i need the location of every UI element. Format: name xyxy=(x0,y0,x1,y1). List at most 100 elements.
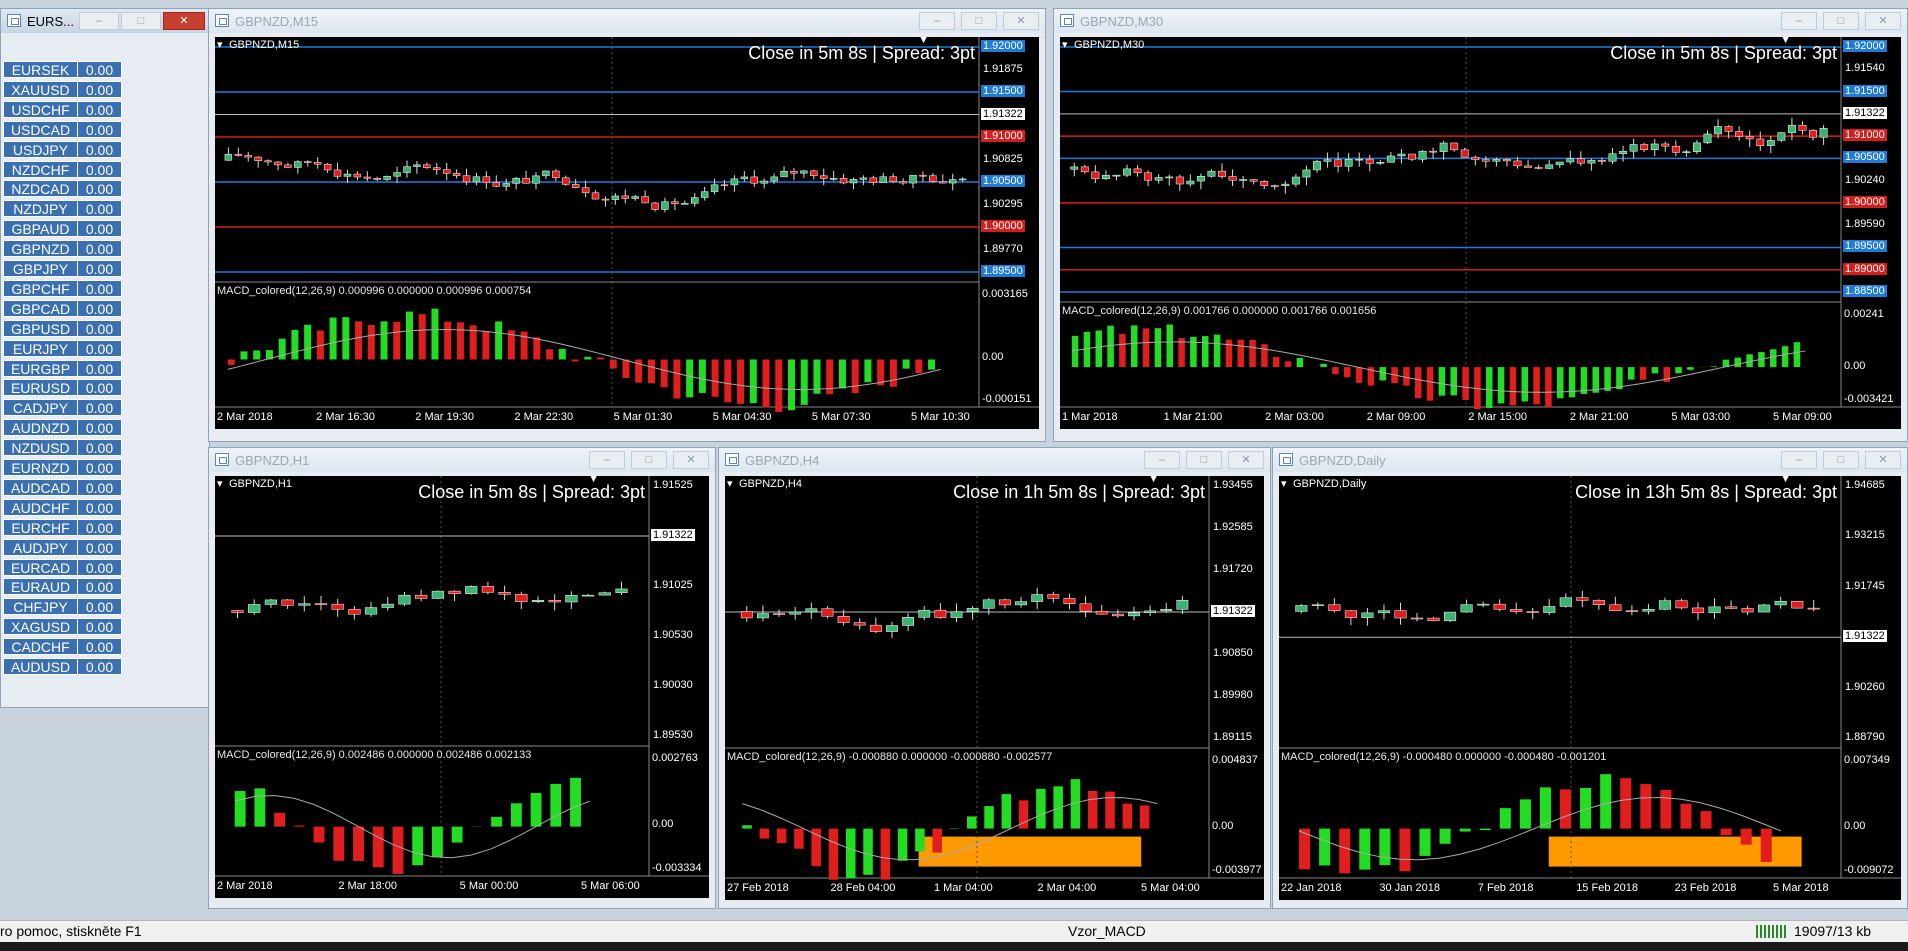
close-button[interactable]: ✕ xyxy=(1228,451,1264,469)
symbol-row[interactable]: AUDUSD 0.00 xyxy=(3,658,122,675)
chart-menu-icon[interactable]: ▾ xyxy=(1062,39,1068,51)
minimize-button[interactable]: – xyxy=(1144,451,1180,469)
candle xyxy=(1175,176,1184,185)
shift-marker-icon[interactable]: ▼ xyxy=(1148,476,1159,485)
maximize-button[interactable]: □ xyxy=(1823,12,1859,30)
macd-bar xyxy=(495,321,503,360)
candle xyxy=(1640,144,1649,151)
symbol-row[interactable]: NZDJPY 0.00 xyxy=(3,200,122,218)
shift-marker-icon[interactable]: ▼ xyxy=(1780,476,1791,485)
chart-titlebar[interactable]: GBPNZD,M30 – □ ✕ xyxy=(1054,9,1907,33)
symbols-window[interactable]: EURS... – □ ✕ EURSEK 0.00 XAUUSD 0.00 USDCHF… xyxy=(0,8,210,708)
symbol-row[interactable]: CADCHF 0.00 xyxy=(3,638,122,656)
macd-bar xyxy=(967,816,977,829)
maximize-button[interactable]: □ xyxy=(1186,451,1222,469)
chart-titlebar[interactable]: GBPNZD,H4 – □ ✕ xyxy=(719,448,1270,472)
symbol-row[interactable]: AUDCHF 0.00 xyxy=(3,498,122,516)
chart-area[interactable]: 1.92000 1.91540 1.91500 1.91322 1.91000 1.905… xyxy=(1060,37,1901,429)
symbol-row[interactable]: USDJPY 0.00 xyxy=(3,140,122,158)
symbol-row[interactable]: USDCHF 0.00 xyxy=(3,100,122,118)
candle xyxy=(1128,612,1140,617)
symbol-row[interactable]: GBPJPY 0.00 xyxy=(3,260,122,277)
symbol-row[interactable]: CADJPY 0.00 xyxy=(3,399,122,417)
chart-titlebar[interactable]: GBPNZD,H1 – □ ✕ xyxy=(209,448,715,472)
symbol-row[interactable]: EURNZD 0.00 xyxy=(3,459,122,476)
symbols-window-titlebar[interactable]: EURS... – □ ✕ xyxy=(1,9,209,33)
chart-window-m30[interactable]: GBPNZD,M30 – □ ✕ 1.92000 1.91540 1.91500 1.9132… xyxy=(1053,8,1908,442)
symbol-row[interactable]: EURCHF 0.00 xyxy=(3,518,122,536)
symbol-row[interactable]: XAGUSD 0.00 xyxy=(3,618,122,636)
chart-titlebar[interactable]: GBPNZD,Daily – □ ✕ xyxy=(1273,448,1907,472)
maximize-button[interactable]: □ xyxy=(121,12,161,30)
symbol-row[interactable]: GBPCHF 0.00 xyxy=(3,279,122,297)
status-help-text: ro pomoc, stiskněte F1 xyxy=(0,923,142,939)
macd-scale-label: 0.007349 xyxy=(1844,754,1890,766)
minimize-button[interactable]: – xyxy=(1781,451,1817,469)
shift-marker-icon[interactable]: ▼ xyxy=(588,476,599,485)
time-axis-label: 2 Mar 09:00 xyxy=(1366,411,1426,423)
symbol-row[interactable]: EURGBP 0.00 xyxy=(3,359,122,377)
chart-menu-icon[interactable]: ▾ xyxy=(217,478,223,490)
status-profile[interactable]: Vzor_MACD xyxy=(1068,923,1146,939)
macd-scale-label: 0.00 xyxy=(652,817,674,830)
symbol-name: NZDCHF xyxy=(3,160,77,178)
symbol-row[interactable]: XAUUSD 0.00 xyxy=(3,80,122,98)
chart-menu-icon[interactable]: ▾ xyxy=(727,478,733,490)
chart-area[interactable]: 1.93455 1.92585 1.91720 1.91322 1.90850 1.899… xyxy=(725,476,1264,900)
symbol-row[interactable]: CHFJPY 0.00 xyxy=(3,598,122,616)
chart-area[interactable]: 1.92000 1.91875 1.91500 1.91322 1.91000 1.908… xyxy=(215,37,1039,429)
symbol-row[interactable]: GBPAUD 0.00 xyxy=(3,220,122,238)
symbol-row[interactable]: GBPUSD 0.00 xyxy=(3,319,122,337)
minimize-button[interactable]: – xyxy=(79,12,119,30)
symbol-row[interactable]: GBPCAD 0.00 xyxy=(3,299,122,317)
symbol-row[interactable]: EURAUD 0.00 xyxy=(3,578,122,596)
chart-menu-icon[interactable]: ▾ xyxy=(217,39,223,51)
minimize-button[interactable]: – xyxy=(589,451,625,469)
candle xyxy=(1807,607,1820,610)
symbol-row[interactable]: EURUSD 0.00 xyxy=(3,379,122,397)
shift-marker-icon[interactable]: ▼ xyxy=(1780,37,1791,46)
symbol-row[interactable]: AUDCAD 0.00 xyxy=(3,478,122,496)
candle xyxy=(298,603,311,606)
minimize-button[interactable]: – xyxy=(1781,12,1817,30)
chart-titlebar[interactable]: GBPNZD,M15 – □ ✕ xyxy=(209,9,1045,33)
symbol-row[interactable]: NZDCAD 0.00 xyxy=(3,180,122,198)
maximize-button[interactable]: □ xyxy=(1823,451,1859,469)
shift-marker-icon[interactable]: ▼ xyxy=(918,37,929,46)
close-button[interactable]: ✕ xyxy=(1865,12,1901,30)
close-button[interactable]: ✕ xyxy=(1865,451,1901,469)
symbol-row[interactable]: EURCAD 0.00 xyxy=(3,558,122,576)
chart-window-daily[interactable]: GBPNZD,Daily – □ ✕ 1.94685 1.93215 1.91745 1.91… xyxy=(1272,447,1908,909)
macd-indicator-label: MACD_colored(12,26,9) 0.000996 0.000000 … xyxy=(217,285,532,297)
close-button[interactable]: ✕ xyxy=(163,12,205,30)
macd-bar xyxy=(1620,778,1632,829)
chart-window-h1[interactable]: GBPNZD,H1 – □ ✕ 1.91525 1.91322 1.91025 1.90530… xyxy=(208,447,716,909)
minimize-button[interactable]: – xyxy=(919,12,955,30)
chart-area[interactable]: 1.94685 1.93215 1.91745 1.91322 1.90260 1.887… xyxy=(1279,476,1901,900)
candle xyxy=(1608,153,1617,162)
symbol-row[interactable]: NZDUSD 0.00 xyxy=(3,439,122,457)
window-icon xyxy=(7,14,21,27)
maximize-button[interactable]: □ xyxy=(631,451,667,469)
macd-bar xyxy=(1680,803,1692,829)
symbol-row[interactable]: GBPNZD 0.00 xyxy=(3,240,122,258)
symbol-row[interactable]: AUDJPY 0.00 xyxy=(3,538,122,556)
close-button[interactable]: ✕ xyxy=(1003,12,1039,30)
symbol-row[interactable]: EURJPY 0.00 xyxy=(3,339,122,357)
chart-area[interactable]: 1.91525 1.91322 1.91025 1.90530 1.90030 1.895… xyxy=(215,476,709,898)
symbol-row[interactable]: USDCAD 0.00 xyxy=(3,120,122,138)
close-button[interactable]: ✕ xyxy=(673,451,709,469)
macd-bar xyxy=(1533,367,1540,405)
symbol-row[interactable]: AUDNZD 0.00 xyxy=(3,419,122,437)
macd-scale-label: -0.000151 xyxy=(982,393,1032,405)
candle xyxy=(482,176,491,183)
macd-bar xyxy=(811,828,821,867)
symbol-row[interactable]: EURSEK 0.00 xyxy=(3,61,122,78)
macd-scale-label: 0.00 xyxy=(1844,819,1866,832)
symbol-row[interactable]: NZDCHF 0.00 xyxy=(3,160,122,178)
chart-menu-icon[interactable]: ▾ xyxy=(1281,478,1287,490)
macd-signal-line xyxy=(1071,341,1806,393)
chart-window-h4[interactable]: GBPNZD,H4 – □ ✕ 1.93455 1.92585 1.91720 1.91322… xyxy=(718,447,1271,909)
maximize-button[interactable]: □ xyxy=(961,12,997,30)
chart-window-m15[interactable]: GBPNZD,M15 – □ ✕ 1.92000 1.91875 1.91500 1.9132… xyxy=(208,8,1046,442)
